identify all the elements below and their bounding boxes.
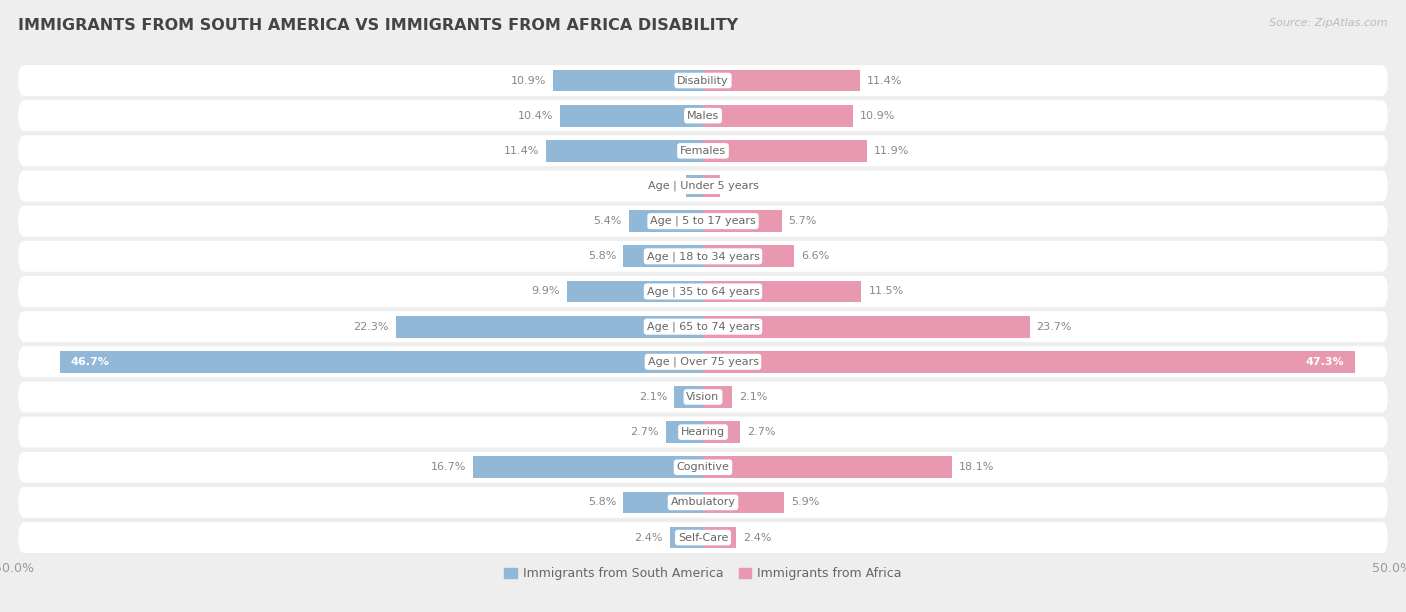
FancyBboxPatch shape bbox=[18, 206, 1388, 237]
FancyBboxPatch shape bbox=[18, 311, 1388, 342]
Text: 5.4%: 5.4% bbox=[593, 216, 621, 226]
FancyBboxPatch shape bbox=[18, 346, 1388, 377]
Bar bbox=[567, 280, 703, 302]
Text: 5.7%: 5.7% bbox=[789, 216, 817, 226]
Text: 11.4%: 11.4% bbox=[868, 75, 903, 86]
Text: Cognitive: Cognitive bbox=[676, 462, 730, 472]
Text: 5.8%: 5.8% bbox=[588, 498, 616, 507]
Text: Age | 65 to 74 years: Age | 65 to 74 years bbox=[647, 321, 759, 332]
Text: 2.1%: 2.1% bbox=[738, 392, 768, 402]
Bar bbox=[703, 527, 737, 548]
Text: 5.8%: 5.8% bbox=[588, 252, 616, 261]
Bar bbox=[703, 70, 860, 91]
Text: Age | Under 5 years: Age | Under 5 years bbox=[648, 181, 758, 192]
Text: 5.9%: 5.9% bbox=[792, 498, 820, 507]
Text: 10.4%: 10.4% bbox=[517, 111, 553, 121]
Bar bbox=[560, 105, 703, 127]
FancyBboxPatch shape bbox=[18, 417, 1388, 447]
Text: Ambulatory: Ambulatory bbox=[671, 498, 735, 507]
Bar bbox=[623, 245, 703, 267]
Text: 2.4%: 2.4% bbox=[742, 532, 772, 543]
Bar bbox=[703, 105, 853, 127]
Bar bbox=[553, 70, 703, 91]
Text: Females: Females bbox=[681, 146, 725, 156]
Bar bbox=[472, 457, 703, 478]
Text: 2.7%: 2.7% bbox=[747, 427, 776, 437]
FancyBboxPatch shape bbox=[18, 522, 1388, 553]
FancyBboxPatch shape bbox=[18, 276, 1388, 307]
FancyBboxPatch shape bbox=[18, 135, 1388, 166]
Bar bbox=[673, 386, 703, 408]
Bar bbox=[703, 316, 1029, 338]
Text: Self-Care: Self-Care bbox=[678, 532, 728, 543]
Bar bbox=[666, 421, 703, 443]
Text: 2.4%: 2.4% bbox=[634, 532, 664, 543]
Bar bbox=[703, 457, 952, 478]
Bar bbox=[395, 316, 703, 338]
Bar bbox=[703, 491, 785, 513]
Text: 1.2%: 1.2% bbox=[727, 181, 755, 191]
Bar bbox=[59, 351, 703, 373]
FancyBboxPatch shape bbox=[18, 100, 1388, 131]
Bar bbox=[703, 386, 733, 408]
FancyBboxPatch shape bbox=[18, 381, 1388, 412]
Bar bbox=[703, 140, 868, 162]
Text: 11.5%: 11.5% bbox=[869, 286, 904, 296]
FancyBboxPatch shape bbox=[18, 171, 1388, 201]
Bar bbox=[669, 527, 703, 548]
Text: 10.9%: 10.9% bbox=[860, 111, 896, 121]
Legend: Immigrants from South America, Immigrants from Africa: Immigrants from South America, Immigrant… bbox=[499, 562, 907, 585]
Text: Hearing: Hearing bbox=[681, 427, 725, 437]
Text: Age | 18 to 34 years: Age | 18 to 34 years bbox=[647, 251, 759, 261]
Text: Age | Over 75 years: Age | Over 75 years bbox=[648, 357, 758, 367]
Text: 18.1%: 18.1% bbox=[959, 462, 994, 472]
Text: 22.3%: 22.3% bbox=[353, 322, 389, 332]
Text: 46.7%: 46.7% bbox=[70, 357, 110, 367]
Text: 2.1%: 2.1% bbox=[638, 392, 668, 402]
Text: 23.7%: 23.7% bbox=[1036, 322, 1071, 332]
FancyBboxPatch shape bbox=[18, 65, 1388, 96]
Text: IMMIGRANTS FROM SOUTH AMERICA VS IMMIGRANTS FROM AFRICA DISABILITY: IMMIGRANTS FROM SOUTH AMERICA VS IMMIGRA… bbox=[18, 18, 738, 34]
Bar bbox=[686, 175, 703, 197]
Text: 11.9%: 11.9% bbox=[875, 146, 910, 156]
Bar bbox=[703, 280, 862, 302]
Bar bbox=[623, 491, 703, 513]
Bar bbox=[703, 245, 794, 267]
Bar bbox=[703, 175, 720, 197]
Text: Vision: Vision bbox=[686, 392, 720, 402]
Text: 10.9%: 10.9% bbox=[510, 75, 546, 86]
Text: 2.7%: 2.7% bbox=[630, 427, 659, 437]
Text: Age | 5 to 17 years: Age | 5 to 17 years bbox=[650, 216, 756, 226]
FancyBboxPatch shape bbox=[18, 452, 1388, 483]
Text: 16.7%: 16.7% bbox=[430, 462, 465, 472]
Text: 47.3%: 47.3% bbox=[1305, 357, 1344, 367]
Bar bbox=[703, 351, 1355, 373]
Text: Disability: Disability bbox=[678, 75, 728, 86]
FancyBboxPatch shape bbox=[18, 241, 1388, 272]
Text: 11.4%: 11.4% bbox=[503, 146, 538, 156]
Text: Age | 35 to 64 years: Age | 35 to 64 years bbox=[647, 286, 759, 297]
Bar bbox=[703, 421, 740, 443]
Bar bbox=[703, 211, 782, 232]
Text: Source: ZipAtlas.com: Source: ZipAtlas.com bbox=[1270, 18, 1388, 28]
Text: 6.6%: 6.6% bbox=[801, 252, 830, 261]
FancyBboxPatch shape bbox=[18, 487, 1388, 518]
Text: 9.9%: 9.9% bbox=[531, 286, 560, 296]
Bar bbox=[628, 211, 703, 232]
Text: Males: Males bbox=[688, 111, 718, 121]
Bar bbox=[546, 140, 703, 162]
Text: 1.2%: 1.2% bbox=[651, 181, 679, 191]
